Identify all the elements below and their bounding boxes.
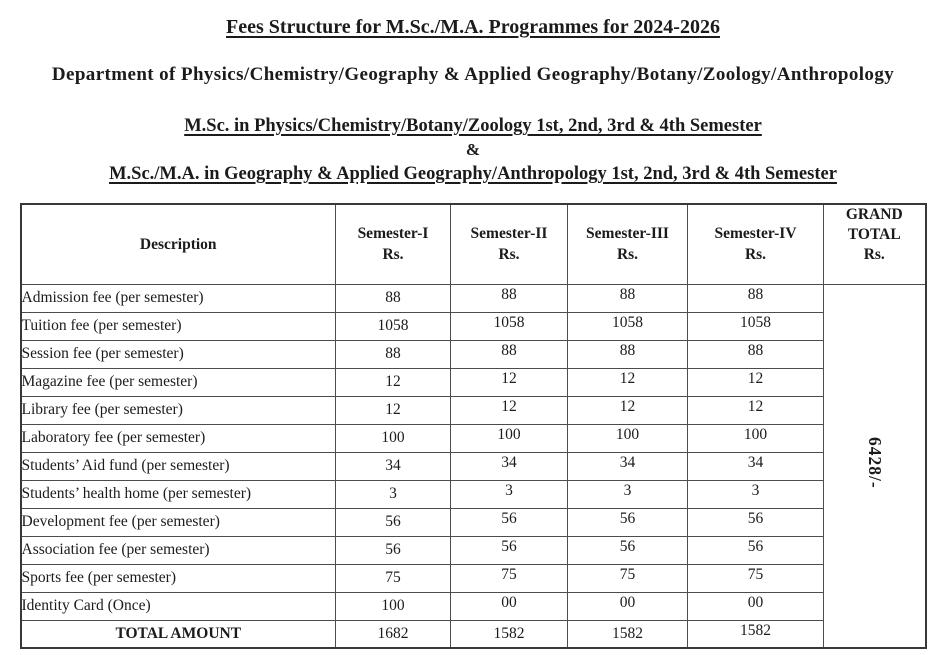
- total-sem2-amount: 1582: [450, 619, 568, 649]
- total-sem1-amount: 1682: [335, 619, 451, 649]
- document-page: Fees Structure for M.Sc./M.A. Programmes…: [0, 14, 946, 655]
- fee-sem2-amount: 12: [450, 367, 568, 397]
- document-header: Fees Structure for M.Sc./M.A. Programmes…: [0, 14, 946, 186]
- column-header-grand-total: GRAND TOTAL Rs.: [823, 203, 926, 285]
- fee-sem2-amount: 00: [450, 591, 568, 621]
- fee-sem1-amount: 3: [335, 479, 451, 509]
- fee-row: Session fee (per semester) 88 88 88 88: [20, 339, 926, 369]
- fee-description: Students’ Aid fund (per semester): [20, 451, 336, 481]
- fee-row: Sports fee (per semester) 75 75 75 75: [20, 563, 926, 593]
- fee-sem1-amount: 56: [335, 507, 451, 537]
- fee-description: Session fee (per semester): [20, 339, 336, 369]
- fee-sem4-amount: 88: [687, 283, 824, 313]
- fee-row: Students’ Aid fund (per semester) 34 34 …: [20, 451, 926, 481]
- grand-total-cell: 6428/-: [823, 283, 926, 649]
- fee-sem2-amount: 75: [450, 563, 568, 593]
- fee-row: Identity Card (Once) 100 00 00 00: [20, 591, 926, 621]
- fee-row: Association fee (per semester) 56 56 56 …: [20, 535, 926, 565]
- fee-sem4-amount: 56: [687, 507, 824, 537]
- fee-sem4-amount: 1058: [687, 311, 824, 341]
- fee-sem4-amount: 00: [687, 591, 824, 621]
- department-line: Department of Physics/Chemistry/Geograph…: [51, 64, 895, 85]
- column-header-semester-3: Semester-III Rs.: [567, 203, 688, 285]
- fee-sem2-amount: 56: [450, 535, 568, 565]
- fee-row: Admission fee (per semester) 88 88 88 88…: [20, 283, 926, 649]
- programme-line-2: M.Sc./M.A. in Geography & Applied Geogra…: [109, 164, 837, 184]
- fee-sem4-amount: 75: [687, 563, 824, 593]
- fee-sem2-amount: 12: [450, 395, 568, 425]
- fee-description: Tuition fee (per semester): [20, 311, 336, 341]
- fee-description: Admission fee (per semester): [20, 283, 336, 313]
- document-title: Fees Structure for M.Sc./M.A. Programmes…: [226, 16, 720, 38]
- fee-sem2-amount: 88: [450, 339, 568, 369]
- fee-sem1-amount: 12: [335, 395, 451, 425]
- programme-line-1: M.Sc. in Physics/Chemistry/Botany/Zoolog…: [184, 116, 762, 136]
- fee-sem3-amount: 56: [567, 507, 688, 537]
- fee-sem2-amount: 1058: [450, 311, 568, 341]
- fee-sem3-amount: 88: [567, 283, 688, 313]
- fee-row: Development fee (per semester) 56 56 56 …: [20, 507, 926, 537]
- fee-sem3-amount: 34: [567, 451, 688, 481]
- fee-description: Laboratory fee (per semester): [20, 423, 336, 453]
- fee-description: Development fee (per semester): [20, 507, 336, 537]
- total-row: TOTAL AMOUNT 1682 1582 1582 1582: [20, 619, 926, 649]
- column-header-description: Description: [20, 203, 336, 285]
- fee-row: Tuition fee (per semester) 1058 1058 105…: [20, 311, 926, 341]
- fee-sem4-amount: 12: [687, 367, 824, 397]
- fee-sem1-amount: 1058: [335, 311, 451, 341]
- table-header-row: Description Semester-I Rs. Semester-II R…: [20, 203, 926, 285]
- fee-sem1-amount: 75: [335, 563, 451, 593]
- fee-sem3-amount: 75: [567, 563, 688, 593]
- fee-sem3-amount: 12: [567, 367, 688, 397]
- fee-sem3-amount: 1058: [567, 311, 688, 341]
- fee-sem2-amount: 3: [450, 479, 568, 509]
- fee-sem3-amount: 3: [567, 479, 688, 509]
- fee-sem1-amount: 12: [335, 367, 451, 397]
- fee-description: Library fee (per semester): [20, 395, 336, 425]
- fee-sem1-amount: 100: [335, 423, 451, 453]
- fee-description: Sports fee (per semester): [20, 563, 336, 593]
- fee-sem2-amount: 56: [450, 507, 568, 537]
- fee-sem2-amount: 34: [450, 451, 568, 481]
- column-header-semester-1: Semester-I Rs.: [335, 203, 451, 285]
- fee-row: Magazine fee (per semester) 12 12 12 12: [20, 367, 926, 397]
- fee-sem4-amount: 34: [687, 451, 824, 481]
- fee-sem3-amount: 56: [567, 535, 688, 565]
- fee-sem4-amount: 100: [687, 423, 824, 453]
- fee-sem3-amount: 00: [567, 591, 688, 621]
- fee-description: Students’ health home (per semester): [20, 479, 336, 509]
- total-sem4-amount: 1582: [687, 619, 824, 649]
- fee-sem1-amount: 34: [335, 451, 451, 481]
- fee-row: Students’ health home (per semester) 3 3…: [20, 479, 926, 509]
- fee-sem1-amount: 56: [335, 535, 451, 565]
- fee-row: Library fee (per semester) 12 12 12 12: [20, 395, 926, 425]
- fee-sem1-amount: 88: [335, 283, 451, 313]
- total-amount-label: TOTAL AMOUNT: [20, 619, 336, 649]
- fee-description: Identity Card (Once): [20, 591, 336, 621]
- fee-sem4-amount: 56: [687, 535, 824, 565]
- column-header-semester-4: Semester-IV Rs.: [687, 203, 824, 285]
- fee-description: Magazine fee (per semester): [20, 367, 336, 397]
- fee-sem1-amount: 100: [335, 591, 451, 621]
- fee-sem4-amount: 88: [687, 339, 824, 369]
- fee-sem3-amount: 100: [567, 423, 688, 453]
- column-header-semester-2: Semester-II Rs.: [450, 203, 568, 285]
- ampersand-separator: &: [465, 140, 481, 159]
- fee-sem3-amount: 12: [567, 395, 688, 425]
- fee-sem1-amount: 88: [335, 339, 451, 369]
- fee-description: Association fee (per semester): [20, 535, 336, 565]
- fee-sem2-amount: 88: [450, 283, 568, 313]
- fee-sem4-amount: 12: [687, 395, 824, 425]
- total-sem3-amount: 1582: [567, 619, 688, 649]
- fee-sem3-amount: 88: [567, 339, 688, 369]
- fee-sem4-amount: 3: [687, 479, 824, 509]
- fee-sem2-amount: 100: [450, 423, 568, 453]
- fees-table: Description Semester-I Rs. Semester-II R…: [19, 203, 927, 649]
- grand-total-value: 6428/-: [864, 437, 885, 490]
- fee-row: Laboratory fee (per semester) 100 100 10…: [20, 423, 926, 453]
